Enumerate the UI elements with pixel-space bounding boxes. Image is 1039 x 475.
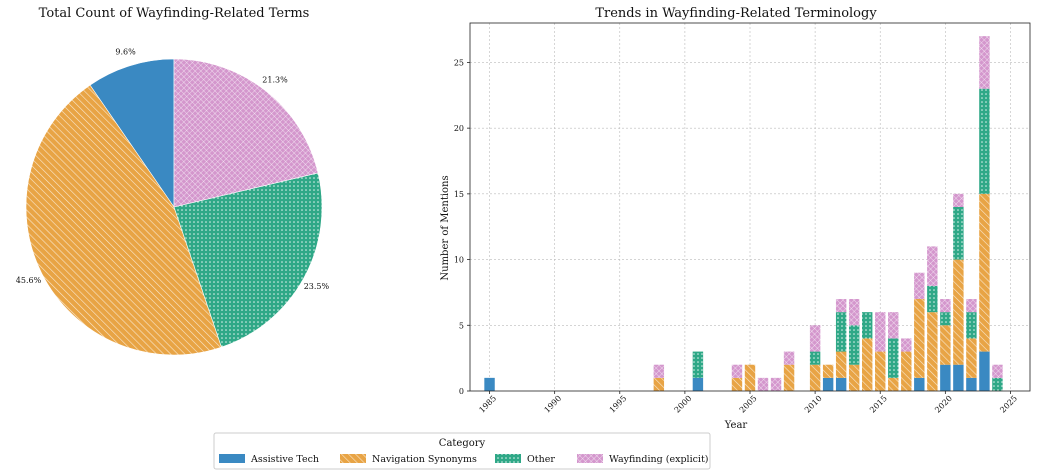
legend-swatch-wayfinding-explicit xyxy=(577,454,603,463)
bar-2022-other xyxy=(966,312,977,339)
y-axis-label: Number of Mentions xyxy=(440,175,451,280)
bar-2018-navigation-synonyms xyxy=(914,299,925,378)
bar-2014-other xyxy=(862,312,873,339)
bar-2020-wayfinding-explicit xyxy=(940,299,951,313)
bar-2022-wayfinding-explicit xyxy=(966,299,977,313)
x-axis-label: Year xyxy=(724,420,748,431)
pie-label-navigation-synonyms: 45.6% xyxy=(16,276,42,285)
bar-2016-other xyxy=(888,338,899,378)
bar-2023-other xyxy=(979,88,990,194)
x-tick-label: 2020 xyxy=(933,394,954,415)
legend-label-wayfinding-explicit: Wayfinding (explicit) xyxy=(609,454,709,465)
x-tick-label: 1990 xyxy=(543,394,564,415)
bar-2011-assistive-tech xyxy=(822,377,834,391)
legend-label-other: Other xyxy=(527,454,555,465)
pie-chart: Total Count of Wayfinding-Related Terms … xyxy=(16,6,330,356)
bar-2014-navigation-synonyms xyxy=(862,338,873,391)
bar-2023-assistive-tech xyxy=(979,351,990,391)
bar-2023-wayfinding-explicit xyxy=(979,36,990,89)
bar-chart: Trends in Wayfinding-Related Terminology… xyxy=(440,6,1031,431)
pie-slice-assistive-tech xyxy=(89,58,175,208)
bar-2012-navigation-synonyms xyxy=(835,351,847,378)
y-tick-label: 20 xyxy=(454,124,464,133)
y-tick-label: 10 xyxy=(454,256,464,265)
pie-label-assistive-tech: 9.6% xyxy=(115,48,136,57)
bar-2021-wayfinding-explicit xyxy=(953,193,964,207)
pie-label-other: 23.5% xyxy=(304,282,330,291)
bar-2023-navigation-synonyms xyxy=(979,193,990,352)
pie-slice-navigation-synonyms xyxy=(25,84,222,356)
bar-2006-wayfinding-explicit xyxy=(757,377,769,391)
bar-1985-assistive-tech xyxy=(484,377,495,391)
pie-title: Total Count of Wayfinding-Related Terms xyxy=(39,6,310,21)
bar-2007-wayfinding-explicit xyxy=(770,377,782,391)
legend: Category Assistive Tech Navigation Synony… xyxy=(213,432,711,470)
legend-swatch-navigation-synonyms xyxy=(340,454,366,463)
bar-2015-navigation-synonyms xyxy=(875,351,886,391)
x-tick-label: 2025 xyxy=(998,394,1019,415)
bar-2019-navigation-synonyms xyxy=(927,312,938,391)
bar-2020-assistive-tech xyxy=(940,364,951,391)
bar-title: Trends in Wayfinding-Related Terminology xyxy=(595,6,877,21)
bar-2020-other xyxy=(940,312,951,326)
legend-label-navigation-synonyms: Navigation Synonyms xyxy=(372,454,477,465)
bar-2008-navigation-synonyms xyxy=(783,364,795,391)
legend-label-assistive-tech: Assistive Tech xyxy=(250,454,319,465)
bar-2019-wayfinding-explicit xyxy=(927,246,938,286)
bar-2001-assistive-tech xyxy=(692,377,704,391)
bar-2022-assistive-tech xyxy=(966,377,977,391)
bar-2015-wayfinding-explicit xyxy=(875,312,886,352)
x-tick-label: 2005 xyxy=(738,394,759,415)
bar-2017-wayfinding-explicit xyxy=(901,338,912,352)
bar-2018-wayfinding-explicit xyxy=(914,272,925,299)
bar-2024-other xyxy=(992,377,1003,391)
pie-label-wayfinding-explicit: 21.3% xyxy=(262,75,288,84)
x-tick-label: 1985 xyxy=(477,394,498,415)
bar-2010-wayfinding-explicit xyxy=(809,325,821,352)
bar-2021-navigation-synonyms xyxy=(953,259,964,365)
bar-2011-navigation-synonyms xyxy=(822,364,834,378)
bar-2016-wayfinding-explicit xyxy=(888,312,899,339)
bar-2012-wayfinding-explicit xyxy=(835,299,847,313)
bar-1998-navigation-synonyms xyxy=(653,377,665,391)
legend-title: Category xyxy=(439,438,486,449)
bar-2004-wayfinding-explicit xyxy=(731,364,743,378)
pie-slice-wayfinding-explicit xyxy=(173,58,319,208)
bar-2022-navigation-synonyms xyxy=(966,338,977,378)
y-tick-label: 15 xyxy=(454,190,464,199)
bar-2005-navigation-synonyms xyxy=(744,364,756,391)
bar-2013-wayfinding-explicit xyxy=(848,299,860,326)
x-tick-label: 2015 xyxy=(868,394,889,415)
bar-2001-other xyxy=(692,351,704,378)
bar-2013-other xyxy=(848,325,860,365)
bar-2017-navigation-synonyms xyxy=(901,351,912,391)
y-tick-label: 0 xyxy=(459,387,464,396)
bar-2021-assistive-tech xyxy=(953,364,964,391)
bar-2018-assistive-tech xyxy=(914,377,925,391)
legend-swatch-other xyxy=(495,454,521,463)
bar-2013-navigation-synonyms xyxy=(848,364,860,391)
bar-2012-assistive-tech xyxy=(835,377,847,391)
pie-slice-other xyxy=(173,172,323,348)
y-tick-label: 5 xyxy=(459,321,464,330)
bar-2012-other xyxy=(835,312,847,352)
bar-2020-navigation-synonyms xyxy=(940,325,951,365)
x-tick-label: 2000 xyxy=(673,394,694,415)
bar-1998-wayfinding-explicit xyxy=(653,364,665,378)
bar-2016-navigation-synonyms xyxy=(888,377,899,391)
x-tick-label: 1995 xyxy=(608,394,629,415)
bar-2010-other xyxy=(809,351,821,365)
x-tick-label: 2010 xyxy=(803,394,824,415)
bar-2021-other xyxy=(953,207,964,260)
bar-2019-other xyxy=(927,285,938,313)
bar-2008-wayfinding-explicit xyxy=(783,351,795,365)
bar-2024-wayfinding-explicit xyxy=(992,364,1003,378)
legend-swatch-assistive-tech xyxy=(219,454,245,463)
bar-2010-navigation-synonyms xyxy=(809,364,821,391)
bar-2004-navigation-synonyms xyxy=(731,377,743,391)
y-tick-label: 25 xyxy=(454,58,464,67)
